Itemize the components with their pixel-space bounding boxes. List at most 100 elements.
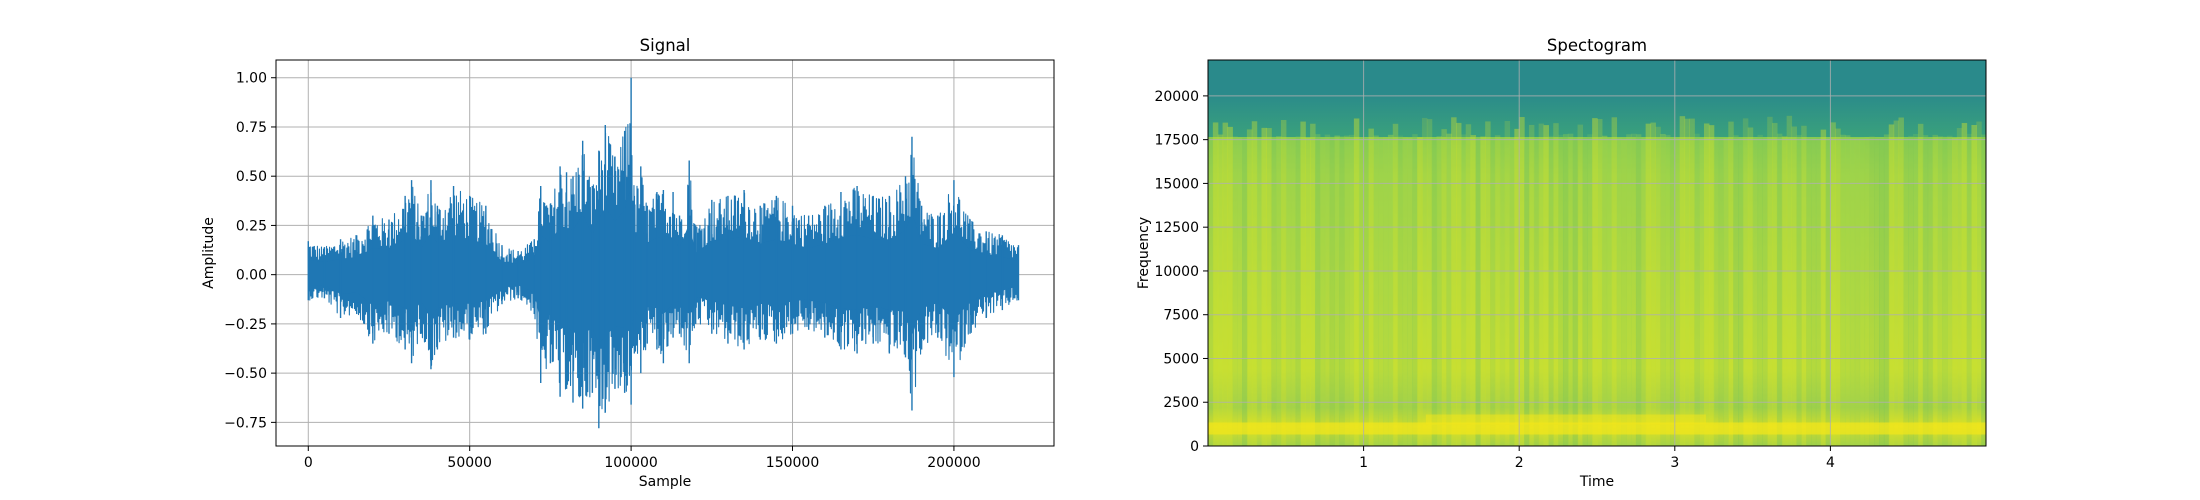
spectrogram-frame (1212, 122, 1219, 446)
spectrogram-frame (1392, 123, 1399, 446)
spectrogram-frame (1475, 136, 1481, 446)
signal-axes-frame (275, 59, 1055, 447)
spectrogram-frame (1655, 126, 1661, 446)
spectrogram-frame (1951, 138, 1958, 446)
spectrogram-frame (1246, 129, 1253, 446)
spectrogram-frame (1441, 129, 1447, 446)
spectrogram-frame (1368, 128, 1374, 446)
signal-x-tick-label: 0 (304, 455, 313, 471)
spectrogram-frame (1597, 119, 1603, 446)
spectrogram-frame (1796, 135, 1802, 446)
spectrogram-plot-area (1208, 60, 1986, 446)
spectrogram-frame (1888, 124, 1895, 446)
spectrogram-y-label: Frequency (1136, 217, 1152, 289)
spectrogram-frame (1460, 134, 1467, 446)
spectrogram-frame (1840, 134, 1846, 446)
spectrogram-frame (1261, 127, 1267, 446)
signal-x-label: Sample (639, 474, 692, 490)
spectrogram-frame (1606, 138, 1613, 446)
spectrogram-frame (1806, 138, 1812, 446)
spectrogram-frame (1961, 122, 1968, 446)
signal-x-tick-label: 150000 (766, 455, 819, 471)
spectrogram-frame (1538, 123, 1545, 446)
spectrogram-frame (1713, 136, 1720, 446)
spectrogram-frame (1412, 134, 1418, 446)
spectrogram-frame (1548, 135, 1554, 446)
spectrogram-frame (1509, 138, 1515, 446)
spectrogram-frame (1626, 134, 1632, 446)
spectrogram-frame (1528, 124, 1535, 446)
spectrogram-frame (1728, 121, 1734, 446)
spectrogram-frame (1431, 138, 1438, 446)
spectrogram-frame (1285, 137, 1292, 446)
spectrogram-frame (1947, 135, 1953, 446)
spectrogram-frame (1300, 121, 1306, 446)
spectrogram-frame (1397, 135, 1404, 446)
signal-y-tick-label: −0.75 (224, 415, 267, 431)
signal-y-tick-label: 0.00 (236, 268, 267, 284)
spectrogram-frame (1786, 115, 1793, 446)
spectrogram-frame (1665, 134, 1671, 446)
spectrogram-frame (1582, 138, 1588, 446)
spectrogram-image (1208, 60, 1986, 446)
spectrogram-frame (1553, 123, 1559, 446)
spectrogram-frame (1353, 118, 1360, 446)
spectrogram-frame (1567, 133, 1574, 446)
spectrogram-frame (1859, 138, 1866, 446)
spectrogram-frame (1217, 134, 1224, 446)
signal-y-tick-label: 0.25 (236, 218, 267, 234)
spectrogram-frame (1762, 138, 1768, 446)
spectrogram-frame (1631, 133, 1637, 446)
spectrogram-frame (1436, 136, 1442, 446)
spectrogram-frame (1519, 117, 1525, 446)
signal-x-axis: 0 50000 100000 150000 200000 (304, 446, 981, 471)
spectrogram-frame (1893, 120, 1900, 446)
spectrogram-frame (1723, 138, 1729, 446)
spectrogram-frame (1314, 134, 1321, 446)
spectrogram-frame (1470, 135, 1477, 446)
spectrogram-frame (1276, 136, 1282, 446)
spectrogram-frame (1621, 138, 1627, 446)
spectrogram-chart: Spectogram 1 2 3 4 0 2500 5000 7500 10000 12500 1… (1136, 36, 1987, 490)
spectrogram-frame (1908, 135, 1914, 446)
spectrogram-frame (1679, 116, 1686, 446)
spectrogram-frame (1742, 118, 1749, 446)
spectrogram-low-band (1425, 414, 1706, 425)
signal-title: Signal (640, 36, 691, 55)
spectrogram-y-tick-label: 2500 (1163, 395, 1199, 411)
spectrogram-frame (1611, 117, 1618, 446)
spectrogram-frame (1733, 135, 1739, 446)
spectrogram-frame (1426, 119, 1433, 446)
spectrogram-frame (1913, 134, 1919, 446)
spectrogram-frame (1543, 125, 1549, 446)
spectrogram-frame (1490, 138, 1496, 446)
spectrogram-frame (1310, 123, 1316, 446)
spectrogram-x-tick-label: 4 (1826, 455, 1835, 471)
spectrogram-frame (1674, 137, 1681, 446)
spectrogram-frame (1854, 138, 1861, 446)
spectrogram-frame (1383, 136, 1389, 446)
spectrogram-frame (1883, 134, 1890, 446)
spectrogram-frame (1494, 135, 1501, 446)
spectrogram-frame (1256, 138, 1263, 446)
spectrogram-frame (1402, 137, 1408, 446)
spectrogram-frame (1378, 137, 1384, 446)
signal-x-tick-label: 200000 (927, 455, 980, 471)
spectrogram-frame (1747, 127, 1754, 446)
spectrogram-frame (1358, 139, 1365, 446)
spectrogram-frame (1689, 118, 1695, 446)
spectrogram-frame (1898, 117, 1904, 446)
spectrogram-frame (1616, 137, 1622, 446)
spectrogram-frame (1801, 125, 1807, 446)
spectrogram-frame (1937, 135, 1943, 446)
spectrogram-frame (1684, 118, 1690, 446)
spectrogram-title: Spectogram (1547, 36, 1647, 55)
spectrogram-frame (1319, 139, 1326, 446)
spectrogram-frame (1830, 122, 1836, 446)
spectrogram-frame (1232, 136, 1238, 446)
spectrogram-frame (1242, 137, 1248, 446)
spectrogram-frame (1339, 136, 1345, 446)
spectrogram-frame (1879, 138, 1885, 446)
spectrogram-frame (1480, 136, 1486, 446)
